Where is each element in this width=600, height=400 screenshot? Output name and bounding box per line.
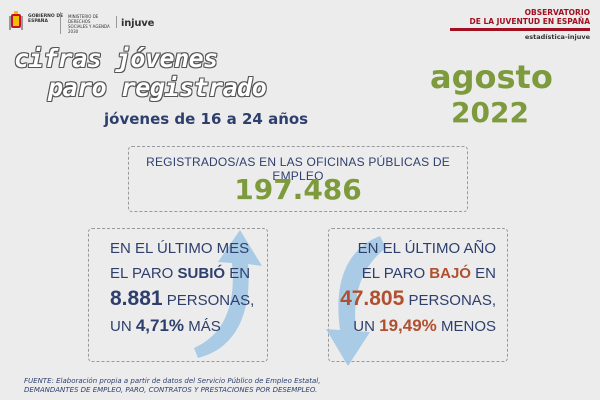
subtitle: jóvenes de 16 a 24 años bbox=[104, 110, 309, 128]
arrow-up-icon bbox=[194, 230, 262, 358]
observatory-title-line2: DE LA JUVENTUD EN ESPAÑA bbox=[469, 17, 590, 26]
logo-divider bbox=[60, 12, 61, 34]
coat-of-arms-icon bbox=[9, 11, 23, 30]
last-month-statement: EN EL ÚLTIMO MES EL PARO SUBIÓ EN 8.881 … bbox=[110, 236, 254, 339]
last-month-box bbox=[88, 228, 268, 362]
registered-box: REGISTRADOS/AS EN LAS OFICINAS PÚBLICAS … bbox=[128, 146, 468, 212]
last-year-statement: EN EL ÚLTIMO AÑO EL PARO BAJÓ EN 47.805 … bbox=[340, 236, 496, 339]
arrow-down-icon bbox=[326, 236, 386, 366]
last-month-verb: SUBIÓ bbox=[177, 265, 226, 282]
observatory-rule bbox=[450, 28, 590, 31]
observatory-title-line1: OBSERVATORIO bbox=[524, 8, 590, 17]
last-year-line3: 47.805 PERSONAS, bbox=[340, 287, 496, 310]
last-month-line1: EN EL ÚLTIMO MES bbox=[110, 240, 250, 257]
last-month-line4: UN 4,71% MÁS bbox=[110, 316, 221, 335]
source-note: FUENTE: Elaboración propia a partir de d… bbox=[24, 377, 584, 394]
title-line2: paro registrado bbox=[48, 73, 267, 102]
last-year-line1: EN EL ÚLTIMO AÑO bbox=[357, 240, 496, 257]
last-year-pct: 19,49% bbox=[379, 316, 437, 335]
government-label: GOBIERNO DE ESPAÑA bbox=[28, 14, 64, 24]
last-year-amount: 47.805 bbox=[340, 287, 405, 310]
last-month-pct: 4,71% bbox=[135, 316, 185, 335]
injuve-logo: injuve bbox=[116, 16, 154, 29]
source-line2: DEMANDANTES DE EMPLEO, PARO, CONTRATOS Y… bbox=[24, 385, 318, 394]
registered-label: REGISTRADOS/AS EN LAS OFICINAS PÚBLICAS … bbox=[146, 155, 450, 183]
registered-value: 197.486 bbox=[234, 173, 362, 206]
last-month-line3: 8.881 PERSONAS, bbox=[110, 287, 255, 310]
source-line1: FUENTE: Elaboración propia a partir de d… bbox=[24, 377, 321, 385]
ministry-label: MINISTERIO DE DERECHOS SOCIALES Y AGENDA… bbox=[68, 14, 110, 34]
last-month-amount: 8.881 bbox=[110, 287, 163, 310]
injuve-label: injuve bbox=[121, 18, 155, 29]
observatory-logo: OBSERVATORIO DE LA JUVENTUD EN ESPAÑA es… bbox=[450, 8, 590, 41]
last-year-verb: BAJÓ bbox=[429, 265, 471, 282]
last-year-line2: EL PARO BAJÓ EN bbox=[361, 265, 496, 282]
last-year-line4: UN 19,49% MENOS bbox=[353, 316, 496, 335]
period-year: 2022 bbox=[451, 96, 529, 129]
observatory-subtitle: estadística-injuve bbox=[524, 33, 590, 41]
period-month: agosto bbox=[430, 58, 553, 96]
last-month-line2: EL PARO SUBIÓ EN bbox=[110, 265, 251, 282]
government-logo: GOBIERNO DE ESPAÑA bbox=[8, 10, 68, 38]
title-line1: cifras jóvenes bbox=[14, 44, 218, 73]
last-year-box bbox=[328, 228, 508, 362]
